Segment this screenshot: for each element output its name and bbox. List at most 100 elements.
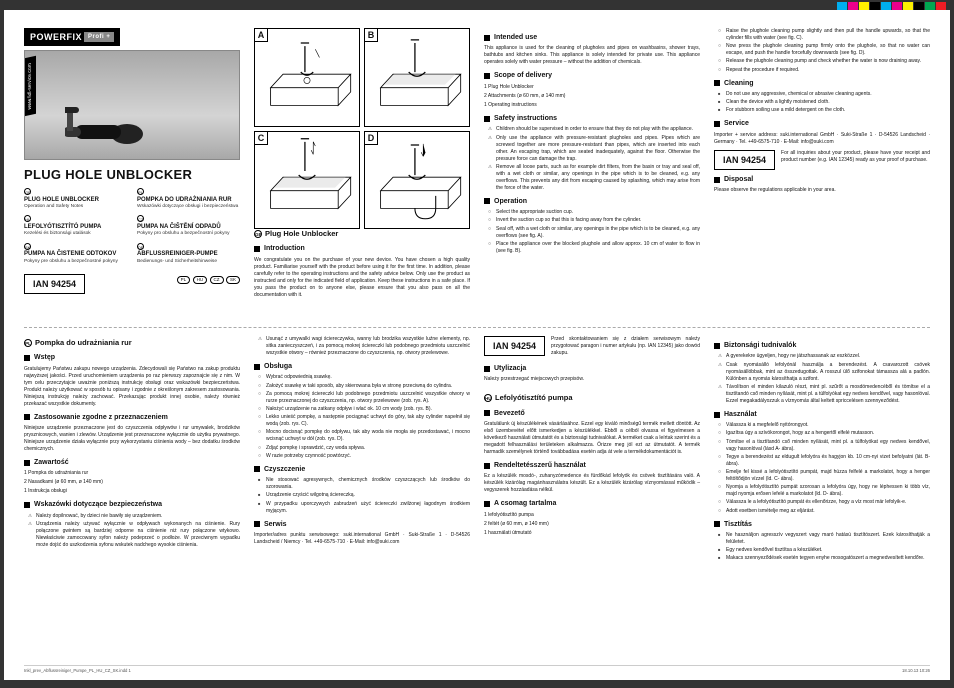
list-item: Select the appropriate suction cup. [488, 209, 700, 216]
lang-sub: Kezelési és biztonsági utalások [24, 231, 127, 237]
list-item: Raise the plughole cleaning pump slightl… [718, 28, 930, 42]
col-gb-mid: Intended use This appliance is used for … [484, 28, 700, 319]
list-item: Nyomja a lefolyótisztító pumpát szorosan… [718, 484, 930, 498]
ian-box: IAN 94254 [484, 336, 545, 356]
section-heading: Introduction [254, 244, 470, 253]
list-item: Zdjąć pompkę i sprawdzić, czy woda spływ… [258, 445, 470, 452]
lang-pills: PL HU CZ SK [176, 276, 240, 284]
list-item: Csak nyomásálló lefolyónál használja a b… [718, 362, 930, 383]
hero-image: www.lidl-service.com [24, 50, 240, 160]
ian-box: IAN 94254 [24, 274, 85, 294]
bottom-half: PLPompka do udrażniania rur Wstęp Gratul… [24, 336, 930, 564]
lang-pill: PL [177, 276, 191, 284]
scope-item: 1 lefolyótisztító pumpa [484, 512, 700, 519]
list-item: Távolítson el minden kilazuló részt, min… [718, 384, 930, 405]
lang-sub: Pokyny pro obsluhu a bezpečnostní pokyny [137, 231, 240, 237]
hu-title: Lefolyótisztító pumpa [495, 393, 573, 402]
service-note: For all inquiries about your product, pl… [781, 150, 930, 164]
list-item: Válassza le a lefolyótisztító pumpát és … [718, 499, 930, 506]
list-item: Válassza ki a megfelelő nyitórongyot. [718, 422, 930, 429]
safety-list: Children should be supervised in order t… [488, 126, 700, 191]
col-diagrams: A B C D GBPlug Hole Unblocker Introducti… [254, 28, 470, 319]
col-brand: POWERFIX Profi + www.lidl-service.com PL… [24, 28, 240, 319]
section-heading: Disposal [714, 175, 930, 184]
list-item: Urządzenia należy używać wyłącznie w odp… [28, 521, 240, 549]
section-heading: Zastosowanie zgodne z przeznaczeniem [24, 413, 240, 422]
col-hu-2: Biztonsági tudnivalók A gyerekekre ügyel… [714, 336, 930, 564]
lang-entry: CZ PUMPA NA ČIŠTĚNÍ ODPADŮPokyny pro obsl… [137, 215, 240, 240]
section-heading: Intended use [484, 33, 700, 42]
flag-icon: CZ [137, 215, 144, 222]
list-item: Urządzenie czyścić wilgotną ściereczką. [258, 492, 470, 499]
section-heading: Czyszczenie [254, 465, 470, 474]
col-gb-right: Raise the plughole cleaning pump slightl… [714, 28, 930, 319]
lang-pill: CZ [210, 276, 224, 284]
flag-icon: GB [24, 188, 31, 195]
flag-icon: HU [484, 394, 492, 402]
top-half: POWERFIX Profi + www.lidl-service.com PL… [24, 28, 930, 328]
ian-note: Przed skontaktowaniem się z działem serw… [551, 336, 700, 357]
list-item: Clean the device with a lightly moistene… [718, 99, 930, 106]
section-heading: Wskazówki dotyczące bezpieczeństwa [24, 500, 240, 509]
list-item: A gyerekekre ügyeljen, hogy ne játszhass… [718, 353, 930, 360]
brand-sub: Profi + [84, 32, 114, 42]
scope-item: 1 Instrukcja obsługi [24, 488, 240, 495]
diagram-tag: D [364, 131, 378, 145]
footer: Inkl_prev_Abflussreiniger_Pumpe_PL_HU_CZ… [24, 665, 930, 674]
op-list: Wybrać odpowiednią ssawkę. Założyć ssawk… [258, 374, 470, 459]
body-text: Należy przestrzegać miejscowych przepisó… [484, 376, 700, 383]
safety-list: A gyerekekre ügyeljen, hogy ne játszhass… [718, 353, 930, 404]
list-item: Do not use any aggressive, chemical or a… [718, 91, 930, 98]
product-title: PLUG HOLE UNBLOCKER [24, 166, 240, 184]
lang-pill: HU [193, 276, 208, 284]
col-pl-2: Usunąć z umywalki wagi ściereczywka, wan… [254, 336, 470, 564]
flag-icon: DE [137, 243, 144, 250]
lang-entry: DEABFLUSSREINIGER-PUMPEBedienungs- und S… [137, 243, 240, 268]
body-text: We congratulate you on the purchase of y… [254, 257, 470, 299]
gb-title: Plug Hole Unblocker [265, 229, 338, 238]
lang-sub: Operation and Safety Notes [24, 204, 127, 210]
gb-heading: GBPlug Hole Unblocker [254, 229, 470, 239]
list-item: Emelje fel kissé a lefolyótisztító pumpá… [718, 469, 930, 483]
body-text: Gratulujemy Państwu zakupu nowego urządz… [24, 366, 240, 408]
flag-icon: PL [137, 188, 144, 195]
page: POWERFIX Profi + www.lidl-service.com PL… [4, 10, 950, 680]
list-item: Remove all loose parts, such as for exam… [488, 164, 700, 192]
clean-list: Do not use any aggressive, chemical or a… [718, 91, 930, 114]
hu-heading: HULefolyótisztító pumpa [484, 393, 700, 403]
body-text: Ez a készülék mosdó-, zuhanyzómedence és… [484, 473, 700, 494]
op-list-cont: Raise the plughole cleaning pump slightl… [718, 28, 930, 74]
diagram-c: C [254, 131, 360, 230]
list-item: Release the plughole cleaning pump and c… [718, 58, 930, 65]
ian-box: IAN 94254 [714, 150, 775, 170]
lang-entry: SKPUMPA NA ČISTENIE ODTOKOVPokyny pre ob… [24, 243, 127, 268]
section-heading: Cleaning [714, 79, 930, 88]
list-item: For stubborn soiling use a mild detergen… [718, 107, 930, 114]
brand-row: POWERFIX Profi + [24, 28, 240, 46]
section-heading: Safety instructions [484, 114, 700, 123]
list-item: Usunąć z umywalki wagi ściereczywka, wan… [258, 336, 470, 357]
list-item: Igazítsa úgy a szívókorongot, hogy az a … [718, 430, 930, 437]
list-item: Only use the appliance with pressure-res… [488, 135, 700, 163]
lang-head: PUMPA NA ČIŠTĚNÍ ODPADŮ [137, 224, 221, 230]
service-text: Importer + service address: suki.interna… [714, 132, 930, 146]
lang-pill: SK [226, 276, 240, 284]
scope-item: 1 Operating instructions [484, 102, 700, 109]
list-item: Tömítse el a tisztítandó cső minden nyíl… [718, 439, 930, 453]
lang-head: POMPKA DO UDRAŻNIANIA RUR [137, 197, 232, 203]
scope-item: 1 Pompka do udrażniania rur [24, 470, 240, 477]
list-item: Makacs szennyeződések esetén tegyen enyh… [718, 555, 930, 562]
list-item: Należy dopilnować, by dzieci nie bawiły … [28, 513, 240, 520]
diagram-a: A [254, 28, 360, 127]
service-text: Importer/adres punktu serwisowego: suki.… [254, 532, 470, 546]
list-item: Lekko unieść pompkę, a następnie pociągn… [258, 414, 470, 428]
list-item: Nałożyć urządzenie na zatkany odpływ i w… [258, 406, 470, 413]
op-list: Válassza ki a megfelelő nyitórongyot. Ig… [718, 422, 930, 514]
section-heading: Használat [714, 410, 930, 419]
scope-item: 1 Plug Hole Unblocker [484, 84, 700, 91]
section-heading: Bevezető [484, 409, 700, 418]
pump-illustration [65, 89, 145, 149]
section-heading: Serwis [254, 520, 470, 529]
language-grid: GBPLUG HOLE UNBLOCKEROperation and Safet… [24, 188, 240, 268]
section-heading: Rendeltetésszerű használat [484, 461, 700, 470]
